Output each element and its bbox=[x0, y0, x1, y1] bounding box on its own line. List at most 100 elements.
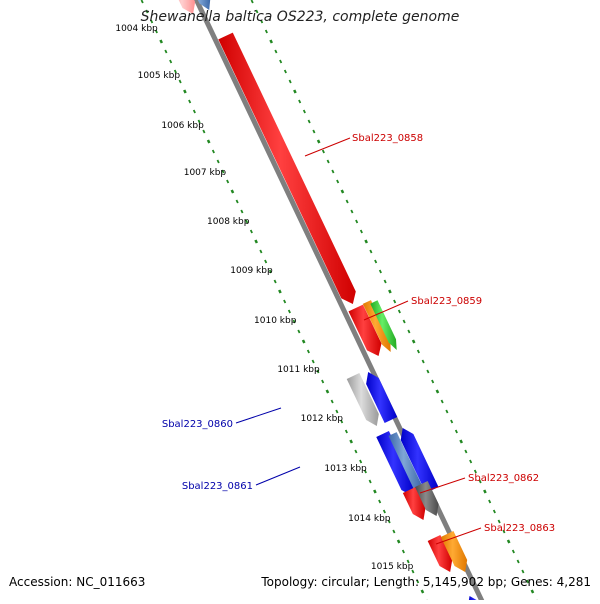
scale-tick bbox=[359, 459, 363, 464]
scale-ticks-right bbox=[250, 0, 539, 604]
scale-tick bbox=[502, 529, 506, 534]
gene-label-sbal223-0863: Sbal223_0863 bbox=[484, 523, 555, 534]
scale-tick bbox=[150, 19, 154, 24]
kbp-label: 1012 kbp bbox=[301, 414, 344, 424]
scale-tick bbox=[269, 39, 274, 44]
scale-tick bbox=[340, 189, 345, 194]
scale-tick bbox=[264, 259, 268, 264]
scale-tick bbox=[387, 519, 391, 524]
scale-tick bbox=[330, 399, 334, 404]
scale-tick bbox=[440, 399, 444, 404]
scale-tick bbox=[192, 109, 196, 114]
scale-tick bbox=[293, 89, 297, 94]
kbp-label: 1014 kbp bbox=[348, 514, 391, 524]
scale-tick bbox=[216, 159, 220, 164]
scale-tick bbox=[145, 9, 149, 14]
scale-tick bbox=[407, 329, 411, 334]
scale-tick bbox=[140, 0, 144, 4]
scale-tick bbox=[355, 219, 359, 224]
gene-arrow bbox=[415, 480, 439, 516]
scale-tick bbox=[373, 489, 377, 494]
scale-tick bbox=[206, 139, 211, 144]
scale-tick bbox=[473, 469, 477, 474]
scale-tick bbox=[188, 99, 192, 104]
scale-tick bbox=[340, 419, 344, 424]
scale-tick bbox=[178, 79, 182, 84]
kbp-label: 1008 kbp bbox=[207, 217, 250, 227]
gene-label-sbal223-0858: Sbal223_0858 bbox=[352, 133, 423, 144]
scale-tick bbox=[250, 0, 254, 4]
gene-label-sbal223-0861: Sbal223_0861 bbox=[182, 481, 253, 492]
gene-leader-line bbox=[255, 466, 301, 486]
scale-tick bbox=[369, 249, 373, 254]
scale-tick bbox=[397, 309, 401, 314]
kbp-label: 1006 kbp bbox=[161, 121, 204, 131]
scale-tick bbox=[464, 449, 468, 454]
scale-tick bbox=[393, 299, 397, 304]
scale-tick bbox=[483, 489, 487, 494]
scale-tick bbox=[197, 119, 201, 124]
scale-tick bbox=[326, 159, 330, 164]
scale-tick bbox=[321, 379, 325, 384]
scale-tick bbox=[283, 69, 287, 74]
scale-tick bbox=[226, 179, 230, 184]
gene-arrow-sbal223-0861 bbox=[376, 430, 415, 496]
scale-tick bbox=[316, 369, 320, 374]
gene-label-sbal223-0862: Sbal223_0862 bbox=[468, 473, 539, 484]
scale-tick bbox=[287, 309, 291, 314]
scale-tick bbox=[469, 459, 473, 464]
scale-tick bbox=[249, 229, 253, 234]
gene-arrow-sbal223-0862 bbox=[402, 486, 426, 520]
gene-arrow bbox=[400, 428, 439, 494]
kbp-label: 1013 kbp bbox=[324, 464, 367, 474]
scale-tick bbox=[526, 579, 530, 584]
scale-tick bbox=[311, 359, 315, 364]
scale-tick bbox=[459, 439, 464, 444]
scale-tick bbox=[516, 559, 520, 564]
scale-tick bbox=[363, 469, 367, 474]
scale-tick bbox=[521, 569, 525, 574]
scale-tick bbox=[331, 169, 335, 174]
gene-label-sbal223-0859: Sbal223_0859 bbox=[411, 296, 482, 307]
gene-arrow bbox=[440, 530, 468, 572]
scale-tick bbox=[435, 389, 440, 394]
scale-tick bbox=[364, 239, 369, 244]
scale-tick bbox=[202, 129, 206, 134]
gene-label-sbal223-0860: Sbal223_0860 bbox=[162, 419, 233, 430]
scale-tick bbox=[374, 259, 378, 264]
accession-label: Accession: NC_011663 bbox=[9, 575, 146, 589]
scale-tick bbox=[344, 429, 348, 434]
scale-tick bbox=[306, 349, 310, 354]
kbp-label: 1011 kbp bbox=[277, 365, 320, 375]
scale-tick bbox=[255, 9, 259, 14]
scale-tick bbox=[421, 359, 425, 364]
gene-arrow-sbal223-0858 bbox=[218, 32, 356, 305]
scale-tick bbox=[349, 439, 354, 444]
scale-tick bbox=[445, 409, 449, 414]
scale-tick bbox=[301, 339, 306, 344]
kbp-label: 1007 kbp bbox=[184, 168, 227, 178]
scale-tick bbox=[506, 539, 511, 544]
gene-arrow bbox=[348, 304, 382, 356]
scale-tick bbox=[260, 19, 264, 24]
gene-arrow-sbal223-0860 bbox=[346, 372, 379, 426]
scale-tick bbox=[431, 379, 435, 384]
scale-tick bbox=[279, 59, 283, 64]
scale-tick bbox=[368, 479, 372, 484]
gene-leader-line bbox=[304, 137, 351, 157]
scale-tick bbox=[382, 509, 386, 514]
scale-tick bbox=[164, 49, 168, 54]
kbp-label: 1005 kbp bbox=[138, 71, 181, 81]
scale-tick bbox=[283, 299, 287, 304]
scale-tick bbox=[478, 479, 482, 484]
scale-tick bbox=[411, 339, 416, 344]
scale-tick bbox=[497, 519, 501, 524]
gene-leader-line bbox=[363, 300, 409, 321]
scale-tick bbox=[420, 589, 425, 594]
scale-tick bbox=[401, 549, 405, 554]
scale-tick bbox=[416, 579, 420, 584]
scale-tick bbox=[321, 149, 325, 154]
scale-tick bbox=[316, 139, 321, 144]
genome-summary: Topology: circular; Length: 5,145,902 bp… bbox=[261, 575, 591, 589]
